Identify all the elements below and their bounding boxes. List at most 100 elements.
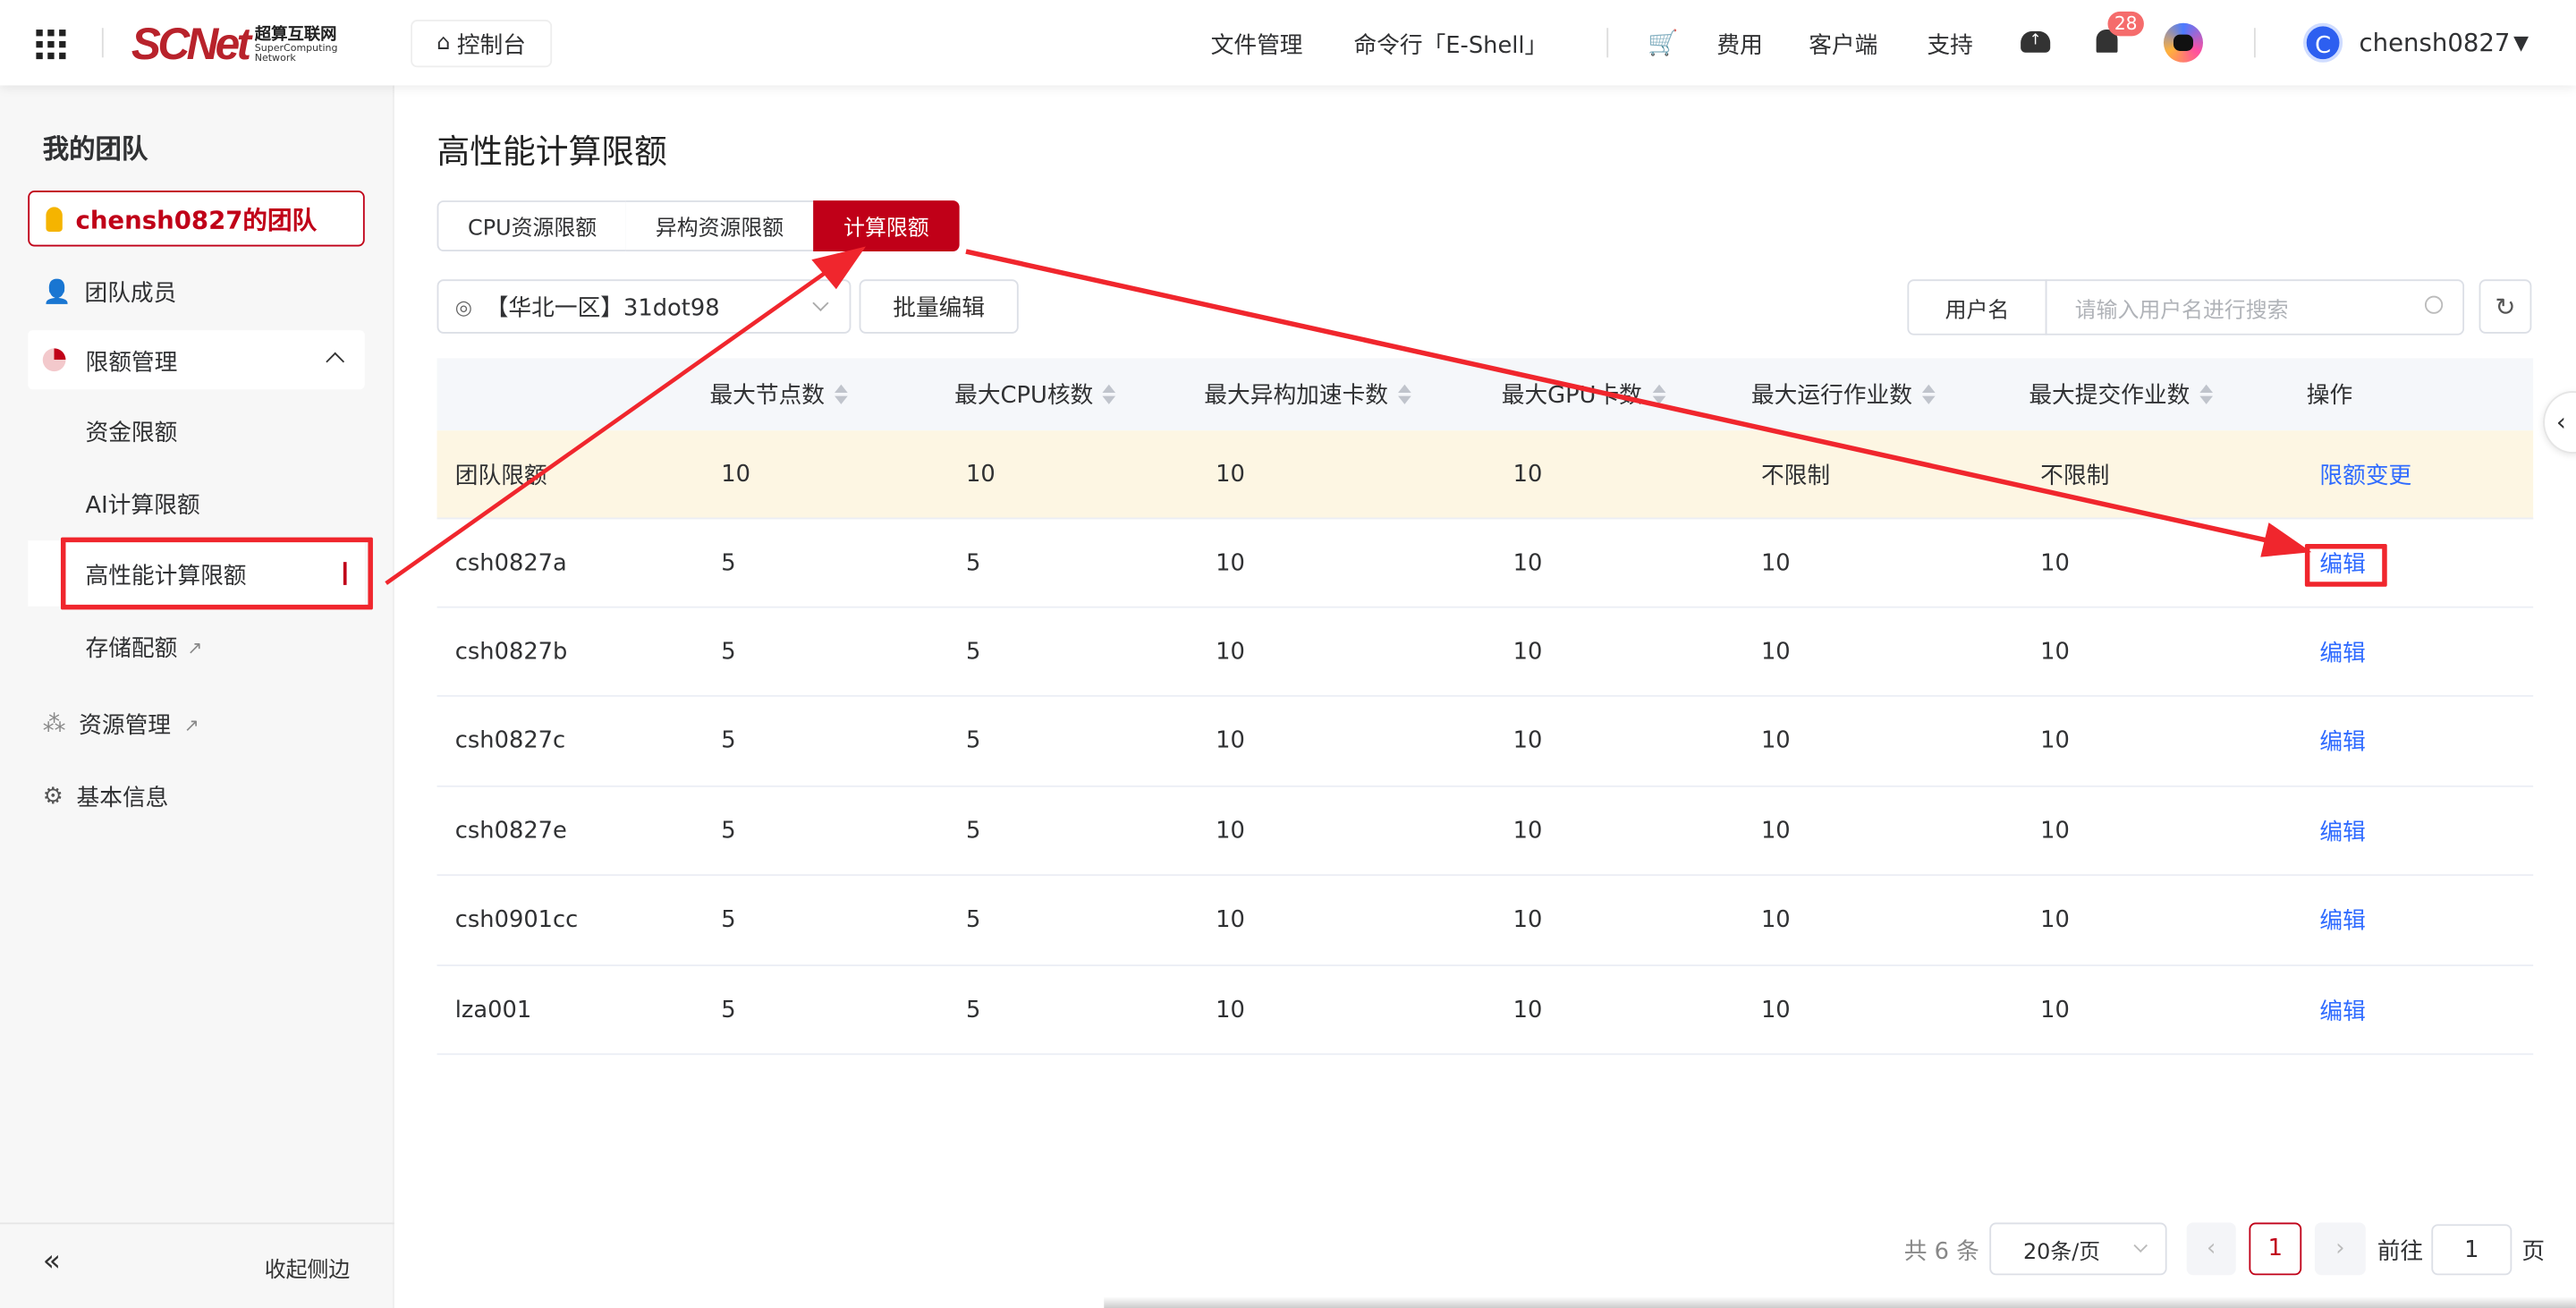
page-size-select[interactable]: 20条/页 [1989,1222,2167,1276]
table-cell: 5 [965,638,981,665]
column-header[interactable]: 最大节点数 [709,378,848,411]
table-cell: 10 [1760,727,1791,755]
table-cell: 10 [1216,996,1245,1023]
prev-page-button[interactable]: ‹ [2186,1222,2236,1276]
tab-cpu-quota[interactable]: CPU资源限额 [436,200,628,252]
sort-icon[interactable] [1103,384,1116,404]
total-count: 共 6 条 [1903,1238,1979,1266]
table-row: csh0901cc 5 5 10 10 10 10 编辑 [436,876,2534,966]
console-button[interactable]: ⌂ 控制台 [411,20,553,68]
sort-icon[interactable] [1921,384,1936,404]
refresh-button[interactable]: ↻ [2479,279,2532,334]
table-row: csh0827b 5 5 10 10 10 10 编辑 [436,608,2534,697]
column-header[interactable]: 最大异构加速卡数 [1204,378,1411,411]
sidebar-sub-ai-quota[interactable]: AI计算限额 [85,493,200,520]
external-link-icon: ↗ [183,714,199,735]
username-search-input[interactable]: 请输入用户名进行搜索 [2045,279,2465,335]
edit-link[interactable]: 编辑 [2319,551,2366,578]
edit-link[interactable]: 编辑 [2319,640,2366,667]
caret-down-icon[interactable]: ▼ [2513,30,2529,55]
table-header [436,358,2534,431]
sidebar-item-basic-info[interactable]: ⚙ 基本信息 [43,780,169,813]
sidebar-sub-funds[interactable]: 资金限额 [85,420,178,447]
table-cell: 10 [1760,996,1791,1023]
column-header-label: 最大CPU核数 [954,382,1094,410]
column-header: 操作 [2307,378,2352,411]
table-cell: 10 [2040,549,2070,576]
table-cell: csh0827b [454,638,568,665]
resources-icon: ⁂ [42,711,66,738]
sidebar-item-label: 高性能计算限额 [85,563,247,590]
table-cell: 10 [2040,727,2070,755]
table-cell: 5 [965,996,981,1023]
table-cell: 10 [1513,727,1543,755]
scnet-logo[interactable]: SCNet 超算互联网 SuperComputing Network [131,20,338,70]
page-1-button[interactable]: 1 [2249,1222,2302,1276]
table-cell: 10 [1216,461,1245,488]
team-selector[interactable]: chensh0827的团队 [28,191,365,247]
sidebar-item-resources[interactable]: ⁂ 资源管理 ↗ [43,709,199,742]
cloud-upload-icon[interactable]: ↑ [2021,30,2051,53]
active-indicator [343,562,347,585]
batch-edit-button[interactable]: 批量编辑 [859,279,1019,334]
tab-compute-quota[interactable]: 计算限额 [813,200,960,252]
column-header-label: 最大节点数 [709,382,826,410]
table-cell: 10 [1513,638,1543,665]
goto-page-input[interactable]: 1 [2431,1224,2512,1276]
chevron-left-icon: ‹ [2555,407,2566,437]
console-label: 控制台 [456,31,526,59]
cart-icon[interactable]: 🛒 [1648,28,1679,58]
team-quota-row: 团队限额 10 10 10 10 不限制 不限制 限额变更 [436,430,2534,520]
sort-icon[interactable] [835,384,848,404]
nav-billing[interactable]: 费用 [1716,32,1763,60]
table-cell: csh0827a [454,549,567,576]
next-page-button[interactable]: › [2314,1222,2366,1276]
table-cell: 10 [2040,638,2070,665]
nav-eshell[interactable]: 命令行「E-Shell」 [1353,32,1548,60]
pie-chart-icon [42,348,66,372]
column-header[interactable]: 最大提交作业数 [2029,378,2214,411]
table-cell: 团队限额 [454,463,547,489]
edit-link[interactable]: 编辑 [2319,729,2366,756]
region-select-value: 【华北一区】31dot98 [485,294,720,322]
table-row: csh0827e 5 5 10 10 10 10 编辑 [436,787,2534,876]
nav-support[interactable]: 支持 [1927,32,1973,60]
apps-grid-icon[interactable] [36,30,66,60]
sidebar-item-quota[interactable]: 限额管理 [28,330,365,390]
column-header[interactable]: 最大CPU核数 [954,378,1116,411]
sidebar-sub-storage[interactable]: 存储配额 ↗ [86,631,203,664]
tab-heterogeneous-quota[interactable]: 异构资源限额 [625,200,816,252]
bell-icon[interactable] [2096,30,2118,53]
sidebar-item-members[interactable]: 👤 团队成员 [43,276,177,310]
sidebar-sub-hpc-quota[interactable]: 高性能计算限额 [28,540,365,607]
edit-link[interactable]: 编辑 [2319,908,2366,936]
username[interactable]: chensh0827 [2359,28,2511,58]
ai-assistant-icon[interactable] [2163,22,2204,63]
table-cell: 5 [965,727,981,755]
nav-file-management[interactable]: 文件管理 [1210,32,1303,60]
refresh-icon: ↻ [2495,292,2516,322]
table-row: csh0827c 5 5 10 10 10 10 编辑 [436,697,2534,787]
edit-link[interactable]: 编辑 [2319,998,2366,1025]
region-select[interactable]: ◎ 【华北一区】31dot98 [436,279,852,334]
user-icon [46,206,63,232]
column-header[interactable]: 最大运行作业数 [1751,378,1936,411]
sort-icon[interactable] [1651,384,1665,404]
collapse-icon[interactable]: « [42,1244,61,1278]
sort-icon[interactable] [2199,384,2214,404]
table-cell: 10 [721,461,751,488]
location-icon: ◎ [454,294,473,319]
table-cell: 10 [2040,996,2070,1023]
table-row: lza001 5 5 10 10 10 10 编辑 [436,966,2534,1056]
search-icon[interactable] [2424,295,2444,314]
nav-client[interactable]: 客户端 [1809,32,1878,60]
collapse-sidebar-button[interactable]: 收起侧边 [264,1258,351,1284]
table-cell: 10 [1216,727,1245,755]
user-avatar[interactable]: C [2303,22,2343,63]
sidebar-item-label: 限额管理 [85,350,178,377]
table-cell: 不限制 [1760,463,1831,489]
gear-icon: ⚙ [42,784,64,811]
edit-link[interactable]: 编辑 [2319,819,2366,845]
quota-change-link[interactable]: 限额变更 [2319,463,2412,489]
sort-icon[interactable] [1398,384,1411,404]
